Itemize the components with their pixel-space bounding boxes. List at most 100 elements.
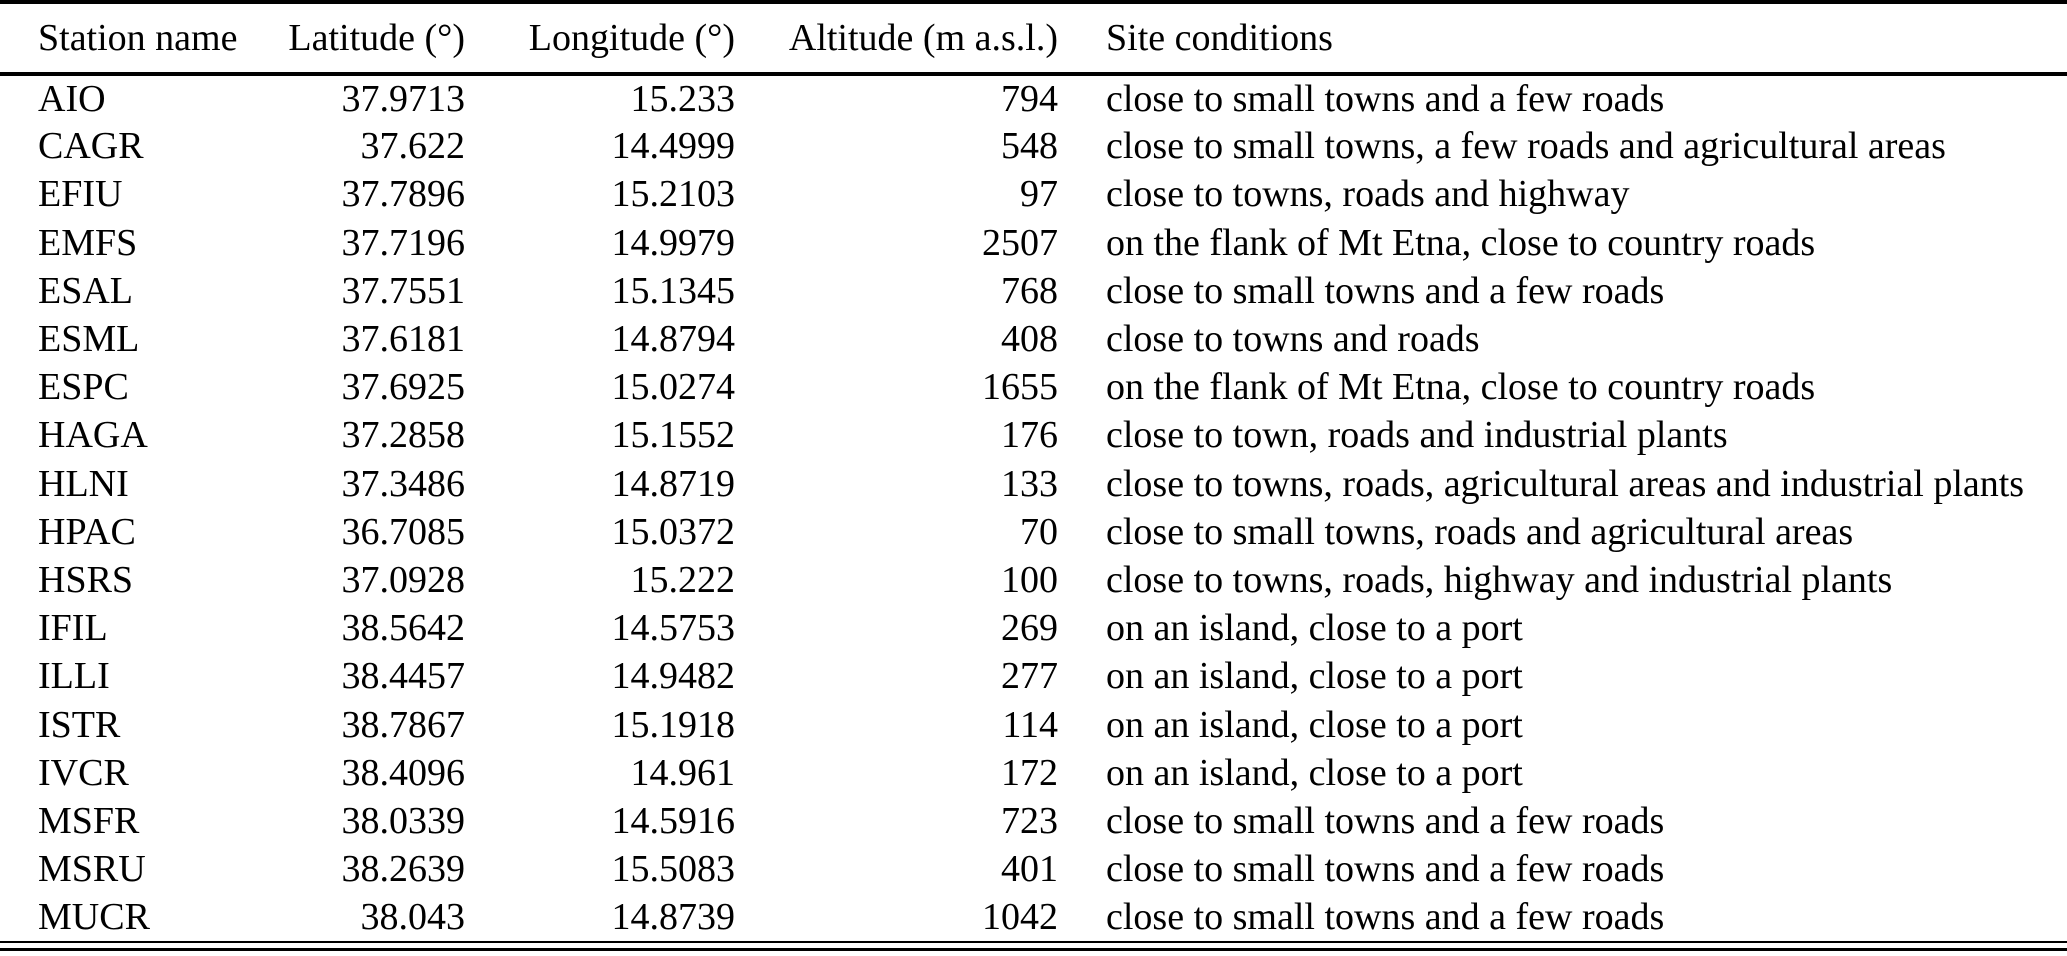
cell-longitude: 14.9482 (611, 655, 736, 698)
table-row: HPAC 36.7085 15.0372 70 close to small towns… (0, 508, 2067, 556)
cell-station-name: CAGR (38, 125, 144, 168)
cell-longitude: 14.5916 (611, 799, 736, 842)
cell-station-name: ESAL (38, 269, 133, 312)
cell-altitude: 408 (1001, 318, 1058, 361)
cell-latitude: 38.4457 (341, 655, 466, 698)
cell-site-conditions: close to towns and roads (1106, 318, 1480, 361)
cell-latitude: 37.0928 (341, 558, 466, 601)
cell-longitude: 15.222 (630, 558, 736, 601)
cell-latitude: 37.7196 (341, 221, 466, 264)
cell-site-conditions: close to small towns and a few roads (1106, 799, 1665, 842)
cell-latitude: 37.6181 (341, 318, 466, 361)
cell-altitude: 97 (1020, 173, 1058, 216)
cell-latitude: 37.9713 (341, 78, 466, 121)
cell-station-name: AIO (38, 78, 106, 121)
cell-altitude: 269 (1001, 607, 1058, 650)
cell-longitude: 14.8794 (611, 318, 736, 361)
cell-site-conditions: close to small towns and a few roads (1106, 269, 1665, 312)
cell-longitude: 14.8719 (611, 462, 736, 505)
cell-station-name: IFIL (38, 607, 108, 650)
cell-site-conditions: on an island, close to a port (1106, 655, 1523, 698)
cell-altitude: 114 (1002, 703, 1058, 746)
cell-site-conditions: on an island, close to a port (1106, 607, 1523, 650)
table-row: MSRU 38.2639 15.5083 401 close to small town… (0, 845, 2067, 893)
cell-site-conditions: close to towns, roads, agricultural area… (1106, 462, 2025, 505)
table-row: ISTR 38.7867 15.1918 114 on an island, close… (0, 700, 2067, 748)
cell-site-conditions: close to town, roads and industrial plan… (1106, 414, 1728, 457)
cell-site-conditions: close to towns, roads and highway (1106, 173, 1630, 216)
table-row: MSFR 38.0339 14.5916 723 close to small town… (0, 797, 2067, 845)
cell-site-conditions: on the flank of Mt Etna, close to countr… (1106, 366, 1816, 409)
table-header: Station name Latitude (°) Longitude (°) … (0, 2, 2067, 74)
column-header-latitude: Latitude (°) (288, 17, 465, 59)
cell-station-name: IVCR (38, 751, 129, 794)
cell-site-conditions: on an island, close to a port (1106, 751, 1523, 794)
cell-site-conditions: close to small towns and a few roads (1106, 78, 1665, 121)
cell-altitude: 768 (1001, 269, 1058, 312)
table-body: AIO 37.9713 15.233 794 close to small towns … (0, 74, 2067, 941)
table-row: HSRS 37.0928 15.222 100 close to towns, road… (0, 556, 2067, 604)
table-row: IVCR 38.4096 14.961 172 on an island, close … (0, 749, 2067, 797)
cell-latitude: 37.7896 (341, 173, 466, 216)
table-row: ESPC 37.6925 15.0274 1655 on the flank of Mt… (0, 363, 2067, 411)
table-row: EFIU 37.7896 15.2103 97 close to towns, road… (0, 170, 2067, 218)
cell-longitude: 15.1345 (611, 269, 736, 312)
cell-site-conditions: close to small towns, a few roads and ag… (1106, 125, 1946, 168)
cell-longitude: 15.2103 (611, 173, 736, 216)
cell-site-conditions: on an island, close to a port (1106, 703, 1523, 746)
cell-longitude: 14.5753 (611, 607, 736, 650)
cell-latitude: 37.6925 (341, 366, 466, 409)
cell-station-name: ILLI (38, 655, 110, 698)
cell-station-name: EFIU (38, 173, 123, 216)
cell-site-conditions: close to small towns and a few roads (1106, 896, 1665, 939)
cell-latitude: 38.7867 (341, 703, 466, 746)
table-row: EMFS 37.7196 14.9979 2507 on the flank of Mt… (0, 219, 2067, 267)
cell-longitude: 15.5083 (611, 848, 736, 891)
cell-site-conditions: close to small towns, roads and agricult… (1106, 510, 1854, 553)
table-row: IFIL 38.5642 14.5753 269 on an island, close… (0, 604, 2067, 652)
column-header-station-name: Station name (38, 17, 238, 59)
table-bottom-rule (0, 941, 2067, 952)
cell-station-name: ESPC (38, 366, 129, 409)
cell-altitude: 401 (1001, 848, 1058, 891)
column-header-longitude: Longitude (°) (528, 17, 735, 59)
cell-station-name: MUCR (38, 896, 150, 939)
cell-altitude: 1655 (982, 366, 1058, 409)
table-row: HAGA 37.2858 15.1552 176 close to town, road… (0, 411, 2067, 459)
cell-longitude: 15.0274 (611, 366, 736, 409)
cell-altitude: 794 (1001, 78, 1058, 121)
table-row: AIO 37.9713 15.233 794 close to small towns … (0, 74, 2067, 122)
cell-longitude: 15.1552 (611, 414, 736, 457)
cell-altitude: 133 (1001, 462, 1058, 505)
table-row: MUCR 38.043 14.8739 1042 close to small town… (0, 893, 2067, 941)
cell-longitude: 14.9979 (611, 221, 736, 264)
cell-longitude: 15.1918 (611, 703, 736, 746)
cell-latitude: 37.3486 (341, 462, 466, 505)
cell-latitude: 37.7551 (341, 269, 466, 312)
cell-latitude: 36.7085 (341, 510, 466, 553)
cell-longitude: 14.8739 (611, 896, 736, 939)
cell-altitude: 277 (1001, 655, 1058, 698)
cell-site-conditions: on the flank of Mt Etna, close to countr… (1106, 221, 1816, 264)
cell-station-name: MSFR (38, 799, 140, 842)
cell-altitude: 548 (1001, 125, 1058, 168)
table-row: ESAL 37.7551 15.1345 768 close to small town… (0, 267, 2067, 315)
cell-altitude: 176 (1001, 414, 1058, 457)
table-row: HLNI 37.3486 14.8719 133 close to towns, roa… (0, 460, 2067, 508)
cell-latitude: 38.2639 (341, 848, 466, 891)
cell-site-conditions: close to small towns and a few roads (1106, 848, 1665, 891)
cell-station-name: EMFS (38, 221, 138, 264)
table-row: ESML 37.6181 14.8794 408 close to towns and … (0, 315, 2067, 363)
cell-latitude: 38.043 (360, 896, 466, 939)
cell-longitude: 15.0372 (611, 510, 736, 553)
table-row: ILLI 38.4457 14.9482 277 on an island, close… (0, 652, 2067, 700)
cell-latitude: 38.0339 (341, 799, 466, 842)
cell-latitude: 37.2858 (341, 414, 466, 457)
column-header-altitude: Altitude (m a.s.l.) (788, 17, 1058, 59)
cell-altitude: 70 (1020, 510, 1058, 553)
cell-station-name: ISTR (38, 703, 121, 746)
cell-latitude: 38.4096 (341, 751, 466, 794)
cell-altitude: 2507 (982, 221, 1058, 264)
cell-site-conditions: close to towns, roads, highway and indus… (1106, 558, 1893, 601)
